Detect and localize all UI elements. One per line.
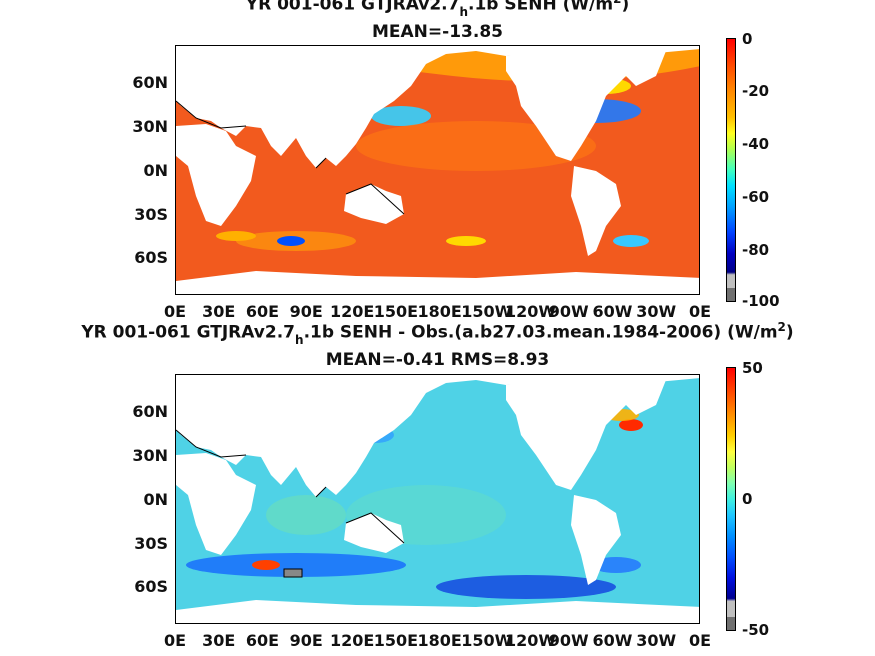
panel2-ylab-30s: 30S: [134, 534, 168, 553]
panel1-xlab-12: 0E: [688, 302, 712, 321]
panel1-title-main: YR 001-061 GTJRAv2.7: [245, 0, 460, 15]
panel2-mean: MEAN=-0.41 RMS=8.93: [325, 350, 550, 370]
panel2-ylab-30n: 30N: [132, 446, 168, 465]
panel1-xlab-0: 0E: [163, 302, 187, 321]
panel2-cbar-tick-neg50: -50: [742, 621, 770, 639]
panel1-map: [175, 45, 700, 295]
panel1-xlab-11: 30W: [636, 302, 677, 321]
panel2-ylab-60s: 60S: [134, 577, 168, 596]
panel2-xlab-5: 150E: [373, 631, 419, 650]
panel1-xlab-2: 60E: [245, 302, 280, 321]
panel2-cbar-tick-50: 50: [742, 359, 763, 377]
panel1-cbar-tick-100: -100: [742, 292, 780, 310]
panel2-title-sup: 2: [777, 320, 786, 334]
panel2-title-close: ): [785, 322, 794, 343]
panel2-xlab-2: 60E: [245, 631, 280, 650]
panel1-ylab-60s: 60S: [134, 248, 168, 267]
panel2-xlab-4: 120E: [330, 631, 375, 650]
panel1-colorbar: [726, 38, 736, 302]
panel2-colorbar: [726, 367, 736, 631]
panel1-ylab-30s: 30S: [134, 205, 168, 224]
panel1-cbar-tick-60: -60: [742, 188, 770, 206]
panel1-title-sup: 2: [613, 0, 621, 6]
panel2-ylab-60n: 60N: [132, 402, 168, 421]
panel1-cbar-tick-0: 0: [742, 30, 753, 48]
panel1-cbar-tick-40: -40: [742, 135, 770, 153]
panel2-title: YR 001-061 GTJRAv2.7h.1b SENH - Obs.(a.b…: [0, 320, 875, 347]
panel1-ylab-30n: 30N: [132, 117, 168, 136]
panel2-xlab-12: 0E: [688, 631, 712, 650]
panel1-xlab-6: 180E: [417, 302, 462, 321]
panel1-xlab-7: 150W: [461, 302, 513, 321]
panel2-xlab-3: 90E: [289, 631, 323, 650]
panel1-cbar-tick-20: -20: [742, 82, 770, 100]
panel2-xlab-1: 30E: [202, 631, 236, 650]
panel1-title-sub: h: [459, 4, 469, 19]
panel1-xlab-9: 90W: [548, 302, 589, 321]
panel2-ylab-0n: 0N: [143, 490, 168, 509]
panel1-title-tail: .1b SENH (W/m: [468, 0, 614, 15]
panel2-xlab-7: 150W: [461, 631, 513, 650]
panel1-ylab-0n: 0N: [143, 161, 168, 180]
panel2-xlab-10: 60W: [592, 631, 633, 650]
panel1-cbar-tick-80: -80: [742, 241, 770, 259]
panel1-xlab-8: 120W: [505, 302, 557, 321]
panel1-mean: MEAN=-13.85: [372, 22, 503, 42]
panel2-xlab-9: 90W: [548, 631, 589, 650]
panel1-xlab-1: 30E: [202, 302, 236, 321]
panel2-title-main: YR 001-061 GTJRAv2.7: [81, 322, 296, 343]
panel1-xlab-3: 90E: [289, 302, 323, 321]
panel2-title-tail: .1b SENH - Obs.(a.b27.03.mean.1984-2006)…: [303, 322, 778, 343]
panel2-title-sub: h: [295, 332, 304, 347]
panel1-ylab-60n: 60N: [132, 73, 168, 92]
panel2-map-svg: [176, 375, 699, 623]
panel1-map-svg: [176, 46, 699, 294]
panel2-xlab-0: 0E: [163, 631, 187, 650]
panel2-xlab-8: 120W: [505, 631, 557, 650]
panel1-title: YR 001-061 GTJRAv2.7h.1b SENH (W/m2): [0, 0, 875, 19]
panel2-xlab-6: 180E: [417, 631, 462, 650]
panel1-xlab-5: 150E: [373, 302, 419, 321]
panel2-xlab-11: 30W: [636, 631, 677, 650]
panel2-cbar-tick-0: 0: [742, 490, 753, 508]
panel1-title-close: ): [621, 0, 630, 15]
panel1-xlab-10: 60W: [592, 302, 633, 321]
panel1-xlab-4: 120E: [330, 302, 375, 321]
panel2-map: [175, 374, 700, 624]
